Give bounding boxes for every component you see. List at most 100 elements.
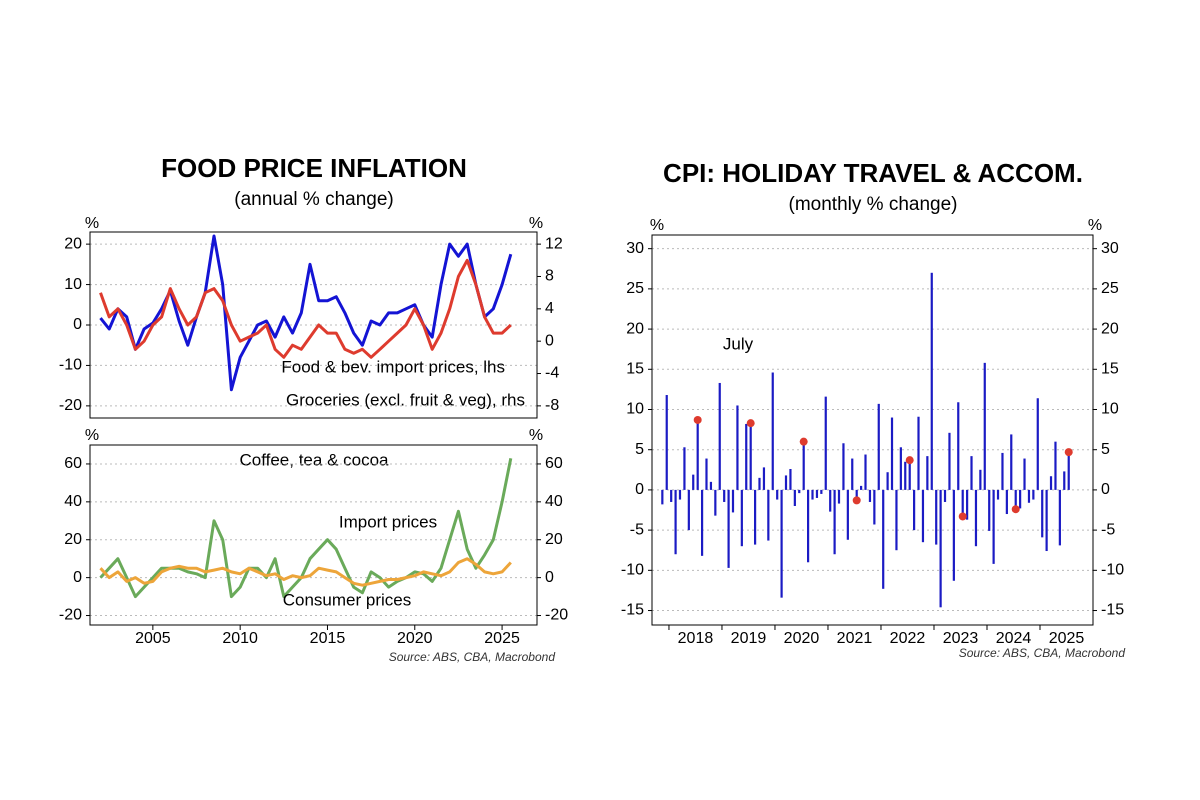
bar [745,423,748,490]
bar [988,489,991,531]
y2-tick-label: 25 [1101,280,1119,297]
bar [767,489,770,541]
bar [815,489,819,498]
plot-frame [89,444,538,626]
chart-title: CPI: HOLIDAY TRAVEL & ACCOM. [663,158,1083,188]
legend-label: July [723,334,754,353]
dot [746,419,755,428]
bar [723,489,726,502]
x-tick-label: 2019 [731,630,767,647]
bar [780,489,783,598]
y2-tick-label: -8 [545,397,559,414]
y-tick-label: 5 [635,441,644,458]
bar [1010,434,1013,490]
y2-tick-label: 10 [1101,401,1119,418]
bar [983,362,986,490]
bar [683,447,686,490]
bar [789,469,792,490]
y2-tick-label: 20 [545,531,563,548]
y-tick-label: 20 [626,320,644,337]
x-tick-label: 2018 [678,630,714,647]
bar [957,402,960,490]
dot [799,437,808,446]
bar [811,489,814,500]
legend-label: Import prices [339,512,437,531]
chart-title: FOOD PRICE INFLATION [161,153,467,183]
y-tick-label: 15 [626,361,644,378]
series-line [99,557,512,587]
bar [833,489,836,555]
bar [802,441,805,490]
chart-subtitle: (annual % change) [234,189,394,210]
y2-tick-label: -15 [1101,602,1124,619]
bar [996,489,1000,500]
x-tick-label: 2020 [397,630,433,647]
y2-tick-label: -10 [1101,562,1124,579]
y-tick-label: 0 [73,569,82,586]
y2-tick-label: 5 [1101,441,1110,458]
bar [837,489,841,504]
y-tick-label: 20 [64,235,82,252]
bar [890,417,894,490]
bar [992,489,995,564]
bar [979,469,982,490]
bar [718,382,721,490]
bar [824,396,827,490]
y-tick-label: 0 [73,316,82,333]
bar [974,489,978,547]
bar [851,458,854,490]
y-tick-label: 10 [64,276,82,293]
bar [1049,476,1053,490]
bar [952,489,955,581]
bar [1063,471,1066,490]
plot-frame [89,231,538,419]
bar [868,489,872,502]
bar [784,475,788,490]
bar [895,489,898,551]
bar [1036,398,1039,490]
series-line [99,258,512,359]
bar [913,489,916,531]
bar [1041,489,1044,538]
y2-tick-label: 12 [545,235,563,252]
bar [753,489,757,545]
bar [771,372,774,490]
y-tick-label: -20 [59,607,82,624]
y2-axis-label: % [1088,217,1102,234]
bar [842,443,845,490]
bar [1054,441,1057,490]
x-tick-label: 2024 [996,630,1032,647]
dot [905,456,914,465]
bar [700,489,704,556]
y2-tick-label: 0 [545,569,554,586]
dot [852,496,861,505]
bar [749,423,752,490]
y2-tick-label: -20 [545,607,568,624]
bar [1019,489,1022,509]
y-axis-label: % [650,217,664,234]
bar [877,403,880,490]
bar [705,458,708,490]
y-tick-label: -15 [621,602,644,619]
bar [670,489,673,502]
bar [921,489,925,543]
bar [908,460,911,490]
y-tick-label: 0 [635,481,644,498]
y2-tick-label: 0 [545,332,554,349]
bar [1032,489,1035,500]
y-axis-label: % [85,215,99,232]
legend-label: Consumer prices [283,590,412,609]
x-tick-label: 2005 [135,630,171,647]
bar [882,489,885,589]
dot [1011,505,1020,514]
y-tick-label: -10 [59,357,82,374]
y2-tick-label: 40 [545,493,563,510]
bar [1067,452,1070,490]
y2-tick-label: -4 [545,365,559,382]
bar [939,489,942,608]
y2-tick-label: 8 [545,268,554,285]
bar [687,489,690,531]
y-tick-label: 25 [626,280,644,297]
bar [904,461,907,490]
